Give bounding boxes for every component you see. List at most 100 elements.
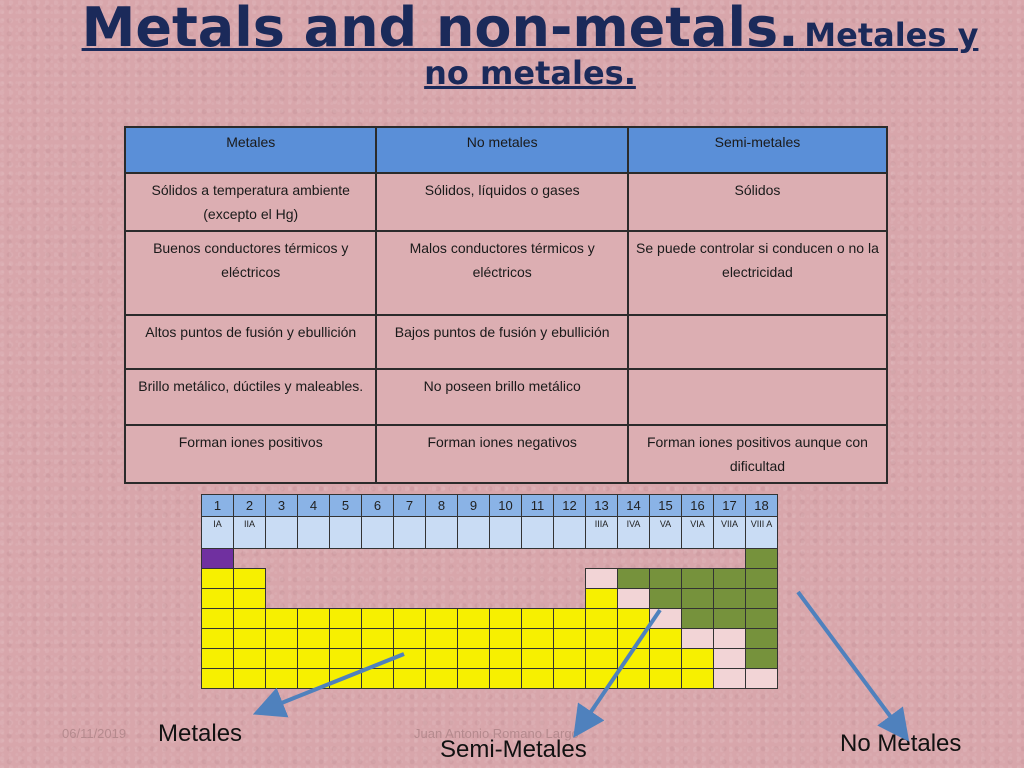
semimetal-cell bbox=[713, 628, 746, 649]
header-metales: Metales bbox=[123, 126, 378, 174]
table-row: Altos puntos de fusión y ebullición Bajo… bbox=[123, 314, 889, 370]
metal-cell bbox=[201, 668, 234, 689]
table-cell: Se puede controlar si conducen o no la e… bbox=[626, 230, 889, 316]
arrow-metales bbox=[252, 652, 405, 718]
group-roman bbox=[553, 516, 586, 549]
metal-cell bbox=[329, 628, 362, 649]
group-roman bbox=[265, 516, 298, 549]
group-number: 17 bbox=[713, 494, 746, 517]
group-roman bbox=[425, 516, 458, 549]
group-roman bbox=[457, 516, 490, 549]
semimetal-cell bbox=[585, 568, 618, 589]
hydrogen-cell bbox=[201, 548, 234, 569]
group-number: 4 bbox=[297, 494, 330, 517]
period-row bbox=[201, 628, 778, 649]
metal-cell bbox=[649, 648, 682, 669]
metal-cell bbox=[393, 608, 426, 629]
metal-cell bbox=[233, 668, 266, 689]
group-number: 6 bbox=[361, 494, 394, 517]
footer-author: Juan Antonio Romano Largo bbox=[414, 726, 579, 741]
nonmetal-cell bbox=[745, 608, 778, 629]
metal-cell bbox=[233, 608, 266, 629]
metal-cell bbox=[265, 668, 298, 689]
group-roman-row: IA IIA IIIA IVA VA VIA VIIA VIII A bbox=[201, 516, 778, 549]
metal-cell bbox=[489, 608, 522, 629]
table-cell: Sólidos a temperatura ambiente (excepto … bbox=[123, 172, 378, 232]
metal-cell bbox=[649, 668, 682, 689]
group-number: 1 bbox=[201, 494, 234, 517]
metal-cell bbox=[521, 648, 554, 669]
table-row: Sólidos a temperatura ambiente (excepto … bbox=[123, 172, 889, 232]
table-cell: Altos puntos de fusión y ebullición bbox=[123, 314, 378, 370]
table-row: Brillo metálico, dúctiles y maleables. N… bbox=[123, 368, 889, 426]
metal-cell bbox=[649, 628, 682, 649]
group-number: 12 bbox=[553, 494, 586, 517]
period-row bbox=[201, 648, 778, 669]
group-roman bbox=[297, 516, 330, 549]
metal-cell bbox=[553, 648, 586, 669]
footer-date: 06/11/2019 bbox=[62, 726, 127, 741]
nonmetal-cell bbox=[745, 588, 778, 609]
table-cell: Sólidos bbox=[626, 172, 889, 232]
properties-table: Metales No metales Semi-metales Sólidos … bbox=[123, 126, 889, 484]
metal-cell bbox=[489, 628, 522, 649]
table-cell bbox=[626, 314, 889, 370]
metal-cell bbox=[361, 668, 394, 689]
group-number: 5 bbox=[329, 494, 362, 517]
label-metales: Metales bbox=[158, 720, 243, 747]
group-number: 3 bbox=[265, 494, 298, 517]
metal-cell bbox=[553, 608, 586, 629]
table-cell: Malos conductores térmicos y eléctricos bbox=[375, 230, 629, 316]
metal-cell bbox=[617, 668, 650, 689]
group-roman bbox=[489, 516, 522, 549]
header-no-metales: No metales bbox=[375, 126, 629, 174]
group-roman bbox=[393, 516, 426, 549]
group-roman: VIA bbox=[681, 516, 714, 549]
header-semi-metales: Semi-metales bbox=[626, 126, 889, 174]
title-main: Metals and non-metals. bbox=[81, 0, 799, 59]
table-cell: Forman iones positivos aunque con dificu… bbox=[626, 424, 889, 484]
period-row bbox=[201, 548, 778, 569]
nonmetal-cell bbox=[745, 628, 778, 649]
metal-cell bbox=[521, 668, 554, 689]
table-cell: Bajos puntos de fusión y ebullición bbox=[375, 314, 629, 370]
metal-cell bbox=[617, 628, 650, 649]
periodic-table: 1 2 3 4 5 6 7 8 9 10 11 12 13 14 15 16 17 18 IA IIA IIIA IVA V… bbox=[201, 494, 778, 689]
group-number: 7 bbox=[393, 494, 426, 517]
table-cell: Forman iones positivos bbox=[123, 424, 378, 484]
table-header-row: Metales No metales Semi-metales bbox=[123, 126, 889, 174]
metal-cell bbox=[393, 668, 426, 689]
period-row bbox=[201, 588, 778, 609]
metal-cell bbox=[585, 648, 618, 669]
metal-cell bbox=[489, 668, 522, 689]
group-number: 14 bbox=[617, 494, 650, 517]
group-roman: IA bbox=[201, 516, 234, 549]
group-roman bbox=[521, 516, 554, 549]
table-cell bbox=[626, 368, 889, 426]
metal-cell bbox=[201, 648, 234, 669]
semimetal-cell bbox=[713, 668, 746, 689]
slide-title: Metals and non-metals. Metales y no meta… bbox=[60, 0, 1000, 90]
nonmetal-cell bbox=[681, 588, 714, 609]
table-cell: Buenos conductores térmicos y eléctricos bbox=[123, 230, 378, 316]
group-roman: IIIA bbox=[585, 516, 618, 549]
metal-cell bbox=[553, 668, 586, 689]
group-number: 15 bbox=[649, 494, 682, 517]
table-row: Forman iones positivos Forman iones nega… bbox=[123, 424, 889, 484]
metal-cell bbox=[681, 668, 714, 689]
metal-cell bbox=[425, 668, 458, 689]
metal-cell bbox=[233, 648, 266, 669]
metal-cell bbox=[457, 668, 490, 689]
metal-cell bbox=[201, 568, 234, 589]
period-row bbox=[201, 668, 778, 689]
group-roman: IIA bbox=[233, 516, 266, 549]
group-number: 11 bbox=[521, 494, 554, 517]
table-row: Buenos conductores térmicos y eléctricos… bbox=[123, 230, 889, 316]
metal-cell bbox=[617, 608, 650, 629]
arrow-semimetales bbox=[573, 608, 662, 738]
semimetal-cell bbox=[713, 648, 746, 669]
metal-cell bbox=[457, 628, 490, 649]
semimetal-cell bbox=[745, 668, 778, 689]
metal-cell bbox=[201, 628, 234, 649]
table-cell: Brillo metálico, dúctiles y maleables. bbox=[123, 368, 378, 426]
